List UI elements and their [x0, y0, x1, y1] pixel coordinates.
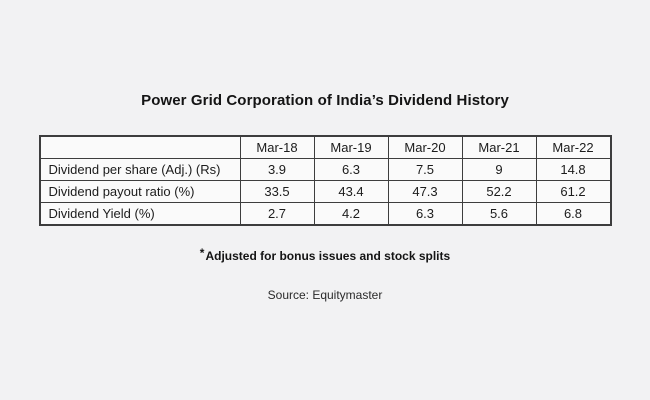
value-cell: 7.5	[387, 158, 463, 181]
table-row: Dividend payout ratio (%) 33.5 43.4 47.3 52.…	[39, 180, 611, 203]
value-cell: 6.3	[387, 202, 463, 226]
value-cell: 6.3	[313, 158, 389, 181]
footnote-text: Adjusted for bonus issues and stock spli…	[205, 249, 451, 263]
dividend-table: Mar-18 Mar-19 Mar-20 Mar-21 Mar-22 Dividend …	[38, 135, 612, 226]
table-header-row: Mar-18 Mar-19 Mar-20 Mar-21 Mar-22	[39, 135, 611, 159]
footnote: *Adjusted for bonus issues and stock spl…	[0, 246, 650, 263]
value-cell: 5.6	[461, 202, 537, 226]
row-label: Dividend payout ratio (%)	[39, 180, 241, 203]
header-cell-mar-22: Mar-22	[535, 135, 611, 159]
value-cell: 9	[461, 158, 537, 181]
value-cell: 33.5	[239, 180, 315, 203]
value-cell: 3.9	[239, 158, 315, 181]
header-cell-mar-20: Mar-20	[387, 135, 463, 159]
table-row: Dividend per share (Adj.) (Rs) 3.9 6.3 7.5 9…	[39, 158, 611, 181]
figure-title: Power Grid Corporation of India’s Divide…	[141, 92, 509, 109]
header-cell-mar-19: Mar-19	[313, 135, 389, 159]
header-cell-blank	[39, 135, 241, 159]
value-cell: 61.2	[535, 180, 611, 203]
value-cell: 2.7	[239, 202, 315, 226]
value-cell: 43.4	[313, 180, 389, 203]
header-cell-mar-18: Mar-18	[239, 135, 315, 159]
row-label: Dividend per share (Adj.) (Rs)	[39, 158, 241, 181]
header-cell-mar-21: Mar-21	[461, 135, 537, 159]
value-cell: 6.8	[535, 202, 611, 226]
source-credit: Source: Equitymaster	[267, 288, 383, 302]
value-cell: 52.2	[461, 180, 537, 203]
table-row: Dividend Yield (%) 2.7 4.2 6.3 5.6 6.8	[39, 202, 611, 226]
row-label: Dividend Yield (%)	[39, 202, 241, 226]
footnote-asterisk: *	[199, 246, 205, 260]
value-cell: 14.8	[535, 158, 611, 181]
value-cell: 47.3	[387, 180, 463, 203]
value-cell: 4.2	[313, 202, 389, 226]
